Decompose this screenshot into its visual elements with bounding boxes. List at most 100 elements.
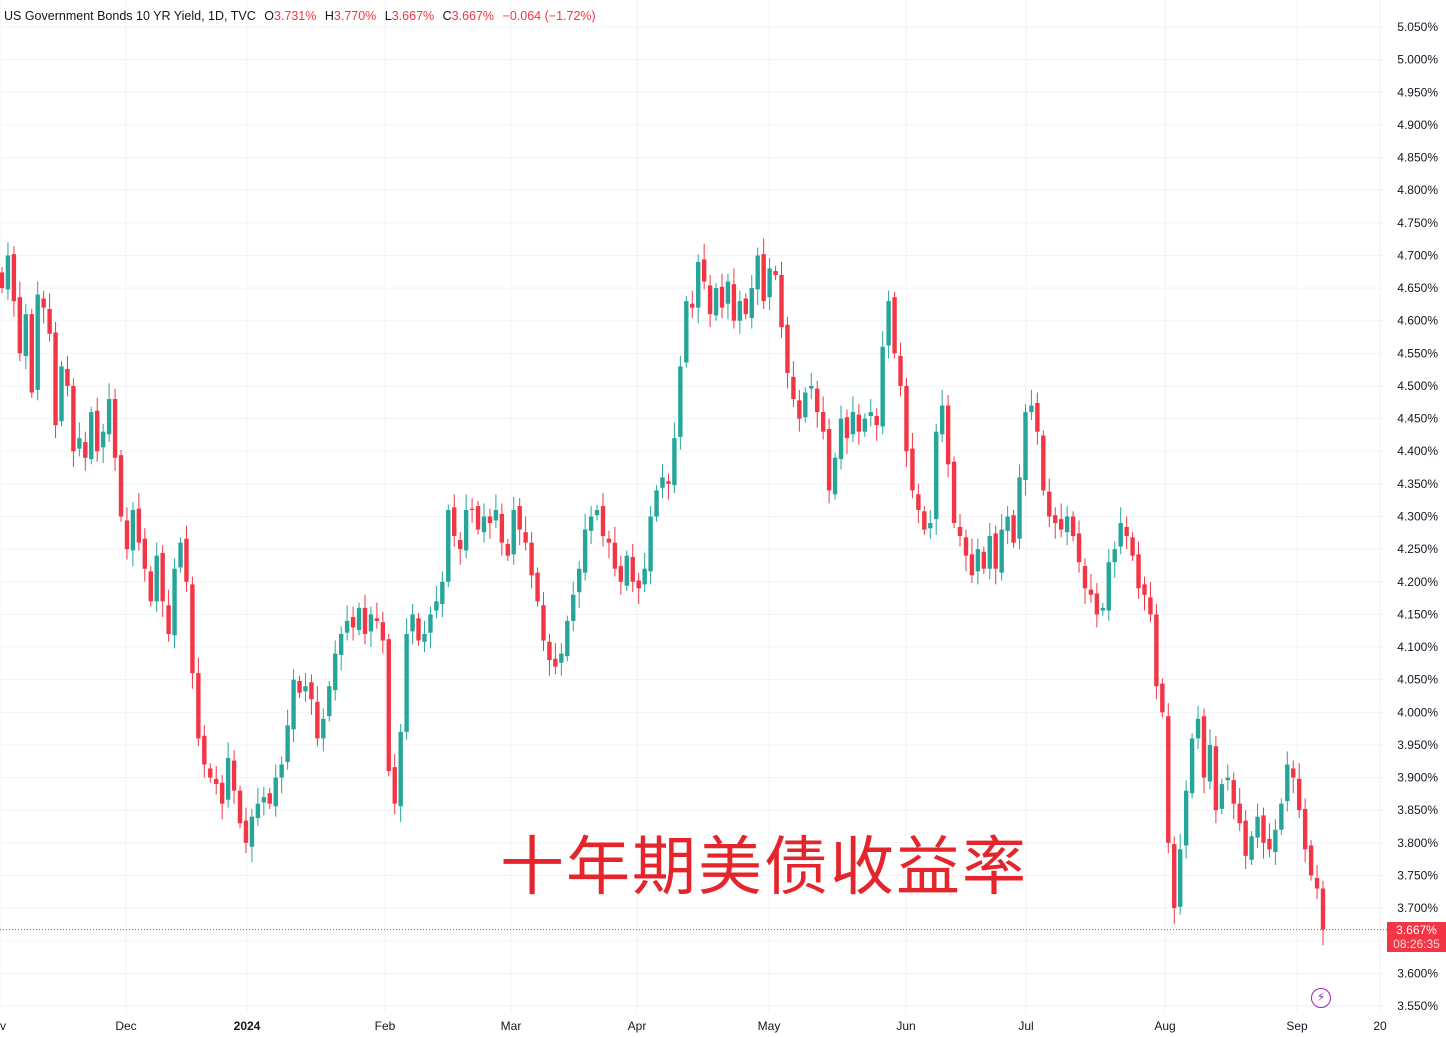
candle-body <box>315 701 320 739</box>
candle-body <box>404 633 409 732</box>
y-tick-label: 4.000% <box>1397 705 1438 719</box>
candle-body <box>487 516 493 524</box>
candle-body <box>356 607 362 631</box>
candle-body <box>529 542 534 576</box>
candle-body <box>945 405 951 465</box>
y-tick-label: 4.150% <box>1397 607 1438 621</box>
y-tick-label: 3.750% <box>1397 868 1438 882</box>
candle-body <box>582 529 588 573</box>
close-value: 3.667% <box>451 9 495 23</box>
candle-body <box>261 797 267 803</box>
candle-body <box>279 764 284 778</box>
y-tick-label: 4.300% <box>1397 510 1438 524</box>
candle-body <box>553 658 558 667</box>
candle-body <box>178 542 183 568</box>
candle-body <box>89 412 94 460</box>
candle-body <box>981 551 987 569</box>
candle-body <box>338 633 344 655</box>
candle-body <box>517 506 522 530</box>
x-tick-label: 2024 <box>234 1019 261 1033</box>
candle-body <box>255 803 261 819</box>
candle-body <box>344 620 350 633</box>
candle-body <box>29 314 34 393</box>
candle-body <box>53 332 58 426</box>
candle-body <box>743 298 749 315</box>
candle-body <box>559 653 564 663</box>
candle-body <box>1177 849 1183 907</box>
candle-body <box>446 509 451 582</box>
candle-body <box>642 568 647 585</box>
candle-body <box>136 508 142 543</box>
candle-body <box>761 254 766 302</box>
candle-body <box>362 607 368 634</box>
candle-body <box>785 324 790 373</box>
candle-body <box>838 418 844 460</box>
candle-body <box>1160 683 1165 713</box>
candle-body <box>630 556 635 582</box>
candle-body <box>898 355 903 386</box>
low-label: L <box>384 9 392 23</box>
candle-body <box>672 438 677 486</box>
candle-body <box>844 417 850 439</box>
candle-body <box>1058 519 1064 530</box>
candle-body <box>1207 744 1213 782</box>
y-axis[interactable]: 3.550%3.600%3.650%3.700%3.750%3.800%3.85… <box>1397 20 1438 1013</box>
last-price-tag: 3.667% 08:26:35 <box>1387 922 1446 952</box>
candle-body <box>71 385 76 452</box>
x-tick-label: Apr <box>628 1019 647 1033</box>
x-tick-label: Jul <box>1018 1019 1033 1033</box>
candle-body <box>939 405 945 435</box>
lightning-icon[interactable]: ⚡ <box>1311 988 1331 1008</box>
x-axis[interactable]: v Dec 2024 Feb Mar Apr May Jun Jul Aug Sep 20 <box>0 1019 1387 1033</box>
candle-body <box>571 594 576 621</box>
candle-body <box>35 294 40 390</box>
candle-body <box>142 538 148 569</box>
candle-body <box>47 308 52 334</box>
candle-body <box>297 680 302 693</box>
candle-body <box>237 790 243 824</box>
y-tick-label: 5.050% <box>1397 20 1438 34</box>
y-tick-label: 4.350% <box>1397 477 1438 491</box>
candle-body <box>1118 523 1123 547</box>
candle-body <box>1100 607 1106 611</box>
candle-body <box>1219 784 1225 809</box>
candle-body <box>565 620 570 657</box>
candle-body <box>1035 402 1040 432</box>
y-tick-label: 4.850% <box>1397 151 1438 165</box>
x-tick-label: Aug <box>1154 1019 1175 1033</box>
candle-body <box>1029 405 1034 413</box>
legend-symbol[interactable]: US Government Bonds 10 YR Yield, 1D, TVC <box>4 9 256 23</box>
candle-body <box>1273 829 1278 852</box>
candle-body <box>1195 718 1201 739</box>
candle-body <box>100 431 106 448</box>
grid <box>0 0 1383 1012</box>
y-tick-label: 4.050% <box>1397 673 1438 687</box>
candle-body <box>832 457 838 495</box>
candle-body <box>1225 777 1230 781</box>
y-tick-label: 4.600% <box>1397 314 1438 328</box>
candle-body <box>957 526 963 537</box>
candle-body <box>65 368 70 386</box>
y-tick-label: 3.850% <box>1397 803 1438 817</box>
candle-body <box>892 297 897 354</box>
candle-body <box>95 410 100 452</box>
candle-body <box>196 673 201 739</box>
candle-body <box>773 271 778 276</box>
candle-body <box>993 533 998 569</box>
candle-body <box>696 261 701 308</box>
candle-body <box>660 477 665 488</box>
candle-body <box>59 366 64 422</box>
overlay-title: 十年期美债收益率 <box>500 831 1028 905</box>
candle-body <box>172 568 177 636</box>
candle-body <box>148 571 153 602</box>
candle-body <box>541 605 546 641</box>
x-tick-label: Mar <box>501 1019 522 1033</box>
candle-body <box>815 388 820 413</box>
candle-body <box>374 618 380 621</box>
candle-body <box>1064 516 1070 533</box>
candle-body <box>886 301 891 346</box>
candle-body <box>184 538 189 582</box>
candle-body <box>1267 838 1272 850</box>
